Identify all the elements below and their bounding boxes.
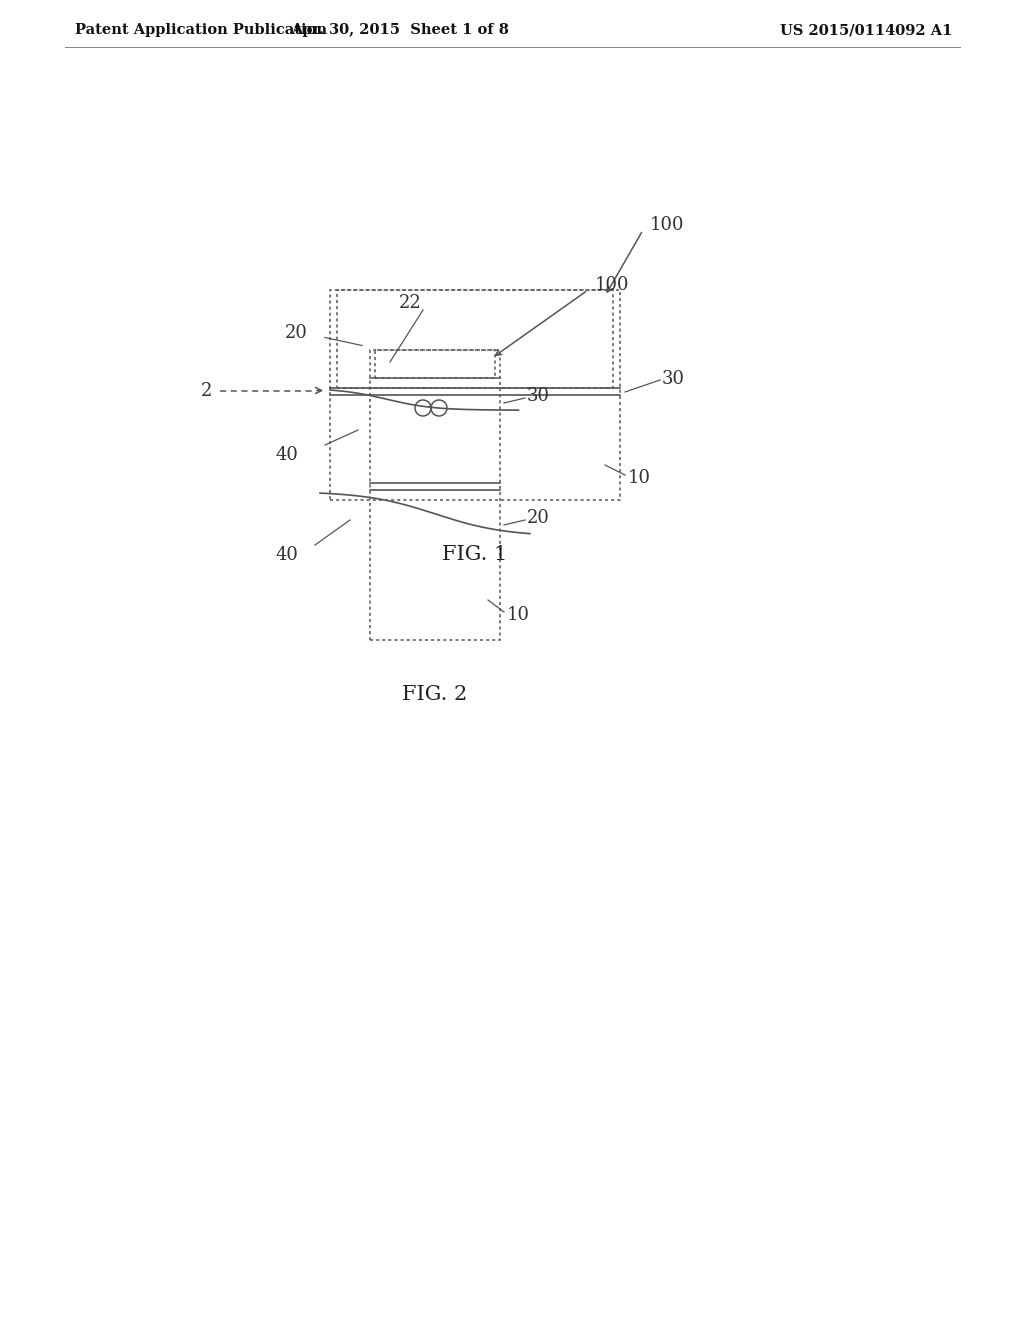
Text: 100: 100 xyxy=(595,276,630,294)
Text: FIG. 2: FIG. 2 xyxy=(402,685,468,705)
Text: 2: 2 xyxy=(201,381,212,400)
Bar xyxy=(370,350,500,640)
Bar xyxy=(337,290,613,388)
Text: 40: 40 xyxy=(275,446,298,465)
Text: 30: 30 xyxy=(527,387,550,405)
Text: 20: 20 xyxy=(527,510,550,527)
Text: 22: 22 xyxy=(398,294,421,312)
Text: 40: 40 xyxy=(275,546,298,564)
Text: FIG. 1: FIG. 1 xyxy=(442,545,508,565)
Text: 10: 10 xyxy=(628,469,651,487)
Text: 20: 20 xyxy=(285,323,308,342)
Text: US 2015/0114092 A1: US 2015/0114092 A1 xyxy=(780,22,952,37)
Text: Patent Application Publication: Patent Application Publication xyxy=(75,22,327,37)
Text: 30: 30 xyxy=(662,370,685,388)
Bar xyxy=(375,350,495,378)
Text: Apr. 30, 2015  Sheet 1 of 8: Apr. 30, 2015 Sheet 1 of 8 xyxy=(291,22,509,37)
Text: 10: 10 xyxy=(507,606,530,624)
Bar xyxy=(330,290,620,500)
Text: 100: 100 xyxy=(650,216,684,234)
